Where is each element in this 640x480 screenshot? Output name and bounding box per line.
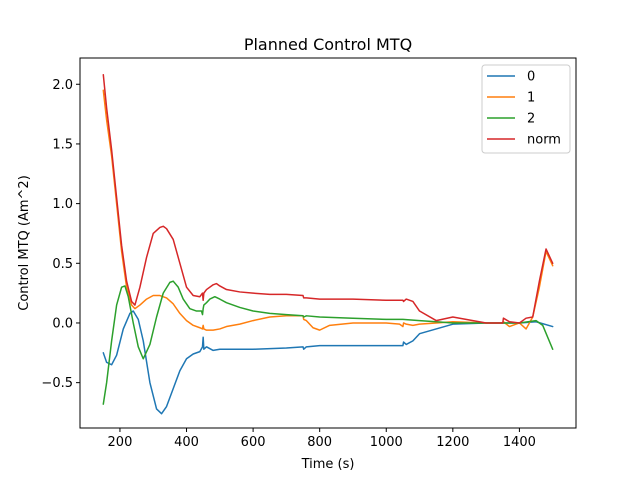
x-tick-label: 1000 <box>370 435 403 450</box>
x-axis: 200 400 600 800 1000 1200 1400 <box>108 428 536 450</box>
y-tick-label: 2.0 <box>52 78 73 93</box>
legend-label-0: 0 <box>527 70 535 85</box>
y-tick-label: 1.5 <box>52 137 73 152</box>
y-tick-label: 0.5 <box>52 257 73 272</box>
y-axis-label: Control MTQ (Am^2) <box>17 175 32 311</box>
x-tick-label: 600 <box>241 435 266 450</box>
y-tick-label: 1.0 <box>52 197 73 212</box>
x-tick-label: 400 <box>174 435 199 450</box>
legend-box <box>481 64 571 154</box>
axes-frame <box>79 57 577 429</box>
series-line-2 <box>102 280 554 405</box>
y-tick-label: −0.5 <box>41 376 73 391</box>
x-axis-label: Time (s) <box>301 457 355 472</box>
x-tick-label: 1400 <box>503 435 536 450</box>
x-tick-label: 1200 <box>436 435 469 450</box>
legend-label-norm: norm <box>527 133 561 148</box>
series-lines <box>102 73 554 415</box>
plot-area <box>102 73 554 415</box>
legend-label-2: 2 <box>527 112 535 127</box>
chart-title: Planned Control MTQ <box>244 35 412 54</box>
x-tick-label: 800 <box>307 435 332 450</box>
series-line-norm <box>102 73 554 324</box>
legend-label-1: 1 <box>527 91 535 106</box>
legend: 0 1 2 norm <box>481 64 571 154</box>
series-line-0 <box>102 310 554 415</box>
y-tick-label: 0.0 <box>52 316 73 331</box>
x-tick-label: 200 <box>108 435 133 450</box>
y-axis: −0.5 0.0 0.5 1.0 1.5 2.0 <box>41 78 80 391</box>
